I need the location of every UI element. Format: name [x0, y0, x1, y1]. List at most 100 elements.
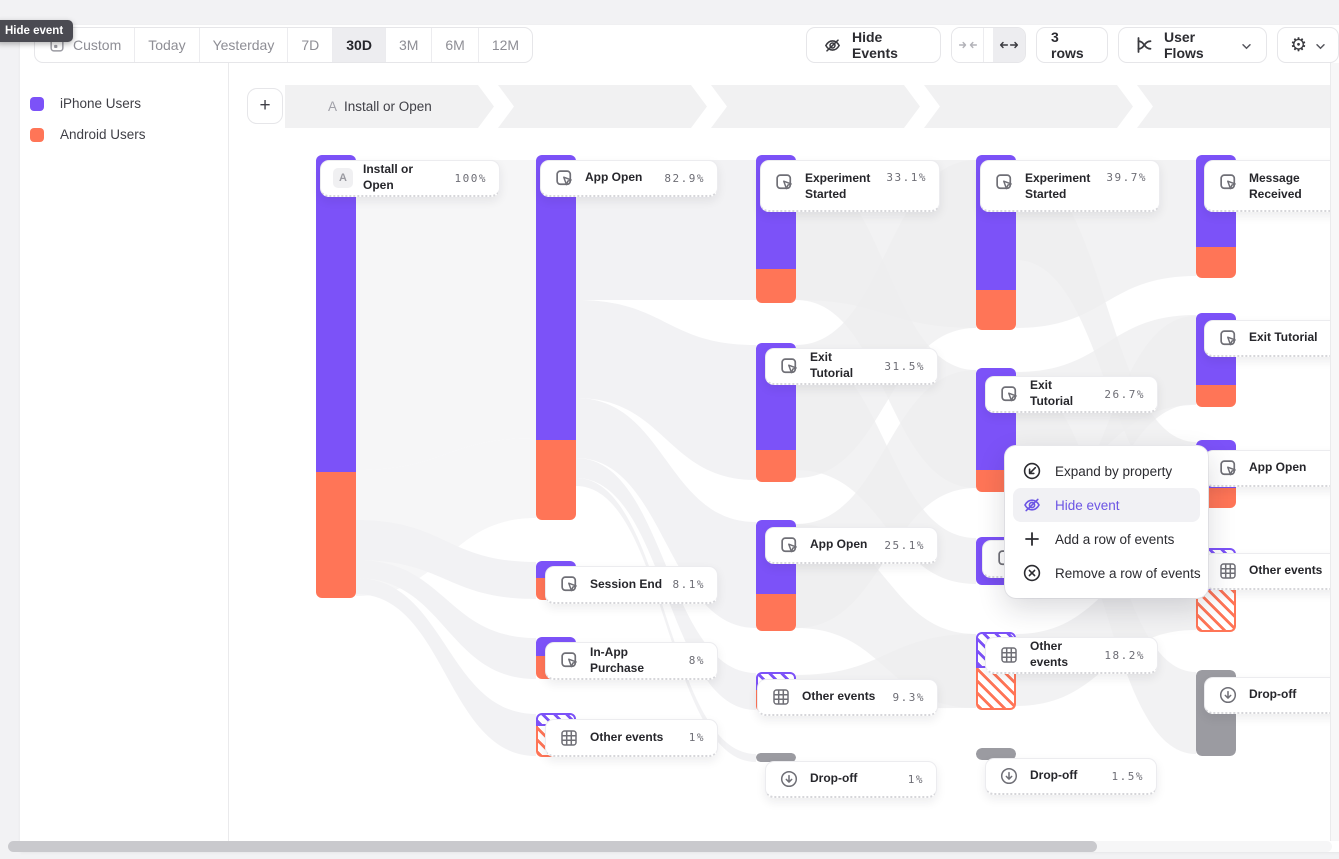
flow-node-card[interactable]: Session End 8.1%	[545, 566, 718, 604]
eye-off-icon	[821, 34, 843, 56]
flow-node-label: Exit Tutorial	[810, 350, 854, 380]
date-range-label: 3M	[398, 37, 419, 53]
flow-node-value: 100%	[454, 171, 487, 185]
date-range-yesterday[interactable]: Yesterday	[200, 28, 289, 62]
flow-node-value: 18.2%	[1104, 648, 1145, 662]
flow-node-card[interactable]: Message Received	[1204, 160, 1330, 212]
flow-node-value: 9.3%	[892, 690, 925, 704]
flow-link	[356, 560, 536, 679]
date-range-30d[interactable]: 30D	[333, 28, 386, 62]
date-range-label: 12M	[491, 37, 520, 53]
flow-bar-segment	[756, 450, 796, 482]
breadcrumb-step-4-empty[interactable]	[924, 85, 1133, 128]
expand-columns-button[interactable]	[993, 28, 1026, 62]
flow-node-card[interactable]: Other events 18.2%	[985, 637, 1158, 674]
chart-type-dropdown[interactable]: User Flows	[1118, 27, 1267, 63]
flow-node-value: 31.5%	[884, 359, 925, 373]
flow-bar-segment	[316, 155, 356, 472]
flow-node-bar[interactable]	[756, 753, 796, 762]
hide-events-label: Hide Events	[852, 29, 898, 61]
hide-events-button[interactable]: Hide Events	[806, 27, 942, 63]
flow-node-label: Experiment Started	[805, 171, 871, 201]
flow-node-card[interactable]: Other events	[1204, 553, 1330, 590]
flow-node-label: App Open	[1249, 460, 1307, 475]
date-range-7d[interactable]: 7D	[288, 28, 334, 62]
breadcrumb-step-3-empty[interactable]	[711, 85, 920, 128]
flow-node-label: Other events	[590, 729, 664, 744]
flow-link	[576, 478, 756, 762]
flow-node-label: App Open	[585, 170, 643, 185]
flow-node-bar[interactable]	[316, 155, 356, 598]
flow-node-bar[interactable]	[536, 155, 576, 520]
legend-swatch	[30, 96, 44, 111]
flow-node-card[interactable]: App Open 82.9%	[540, 160, 718, 197]
legend-label: iPhone Users	[60, 96, 142, 111]
settings-dropdown[interactable]: ⚙	[1276, 27, 1339, 63]
flow-bar-segment	[756, 753, 796, 762]
breadcrumb: A Install or Open	[285, 85, 1330, 128]
menu-item-label: Remove a row of events	[1055, 565, 1201, 581]
collapse-columns-button[interactable]	[952, 28, 985, 62]
menu-item-expand-by-property[interactable]: Expand by property	[1013, 454, 1200, 488]
flow-node-card[interactable]: App Open 25.1%	[765, 527, 938, 564]
flow-node-card[interactable]: Experiment Started 39.7%	[980, 160, 1160, 212]
breadcrumb-label: Install or Open	[344, 99, 432, 114]
flow-node-value: 33.1%	[886, 171, 927, 184]
flow-node-card[interactable]: Experiment Started 33.1%	[760, 160, 940, 212]
flow-node-card[interactable]: Exit Tutorial	[1204, 320, 1330, 357]
flow-node-card[interactable]: A Install or Open 100%	[320, 160, 500, 197]
context-menu: Expand by property Hide event Add a row of…	[1005, 446, 1208, 598]
flow-node-label: Experiment Started	[1025, 171, 1091, 201]
date-range-selector: Custom Today Yesterday 7D 30D 3M 6M 12M	[34, 27, 534, 63]
menu-item-remove-a-row-of-events[interactable]: Remove a row of events	[1013, 556, 1201, 590]
flow-bar-segment	[536, 155, 576, 440]
flow-node-label: Drop-off	[1030, 768, 1078, 783]
menu-item-label: Add a row of events	[1055, 531, 1175, 547]
menu-item-add-a-row-of-events[interactable]: Add a row of events	[1013, 522, 1200, 556]
menu-item-hide-event[interactable]: Hide event	[1013, 488, 1200, 522]
toolbar-right: Hide Events 3 rows User Fl	[806, 27, 1339, 63]
flow-node-card[interactable]: Other events 1%	[545, 719, 718, 757]
legend-swatch	[30, 127, 44, 142]
breadcrumb-step-1[interactable]: A Install or Open	[285, 85, 494, 128]
horizontal-scrollbar[interactable]	[8, 841, 1332, 852]
flow-chart-area: + A Install or Open A Install or Open 100%…	[229, 63, 1330, 841]
flow-node-label: Other events	[802, 689, 876, 704]
arrows-inward-icon	[958, 41, 977, 49]
flow-node-card[interactable]: In-App Purchase 8%	[545, 642, 718, 680]
legend-item[interactable]: iPhone Users	[20, 88, 226, 119]
eye-off-icon	[1022, 495, 1042, 515]
breadcrumb-step-2-empty[interactable]	[498, 85, 707, 128]
flow-node-bar[interactable]	[976, 748, 1016, 760]
flow-node-card[interactable]: Drop-off 1.5%	[985, 758, 1157, 795]
dropoff-icon	[1217, 684, 1239, 706]
flow-node-card[interactable]: Exit Tutorial 26.7%	[985, 376, 1158, 413]
rows-button[interactable]: 3 rows	[1036, 27, 1108, 63]
flow-bar-segment	[316, 472, 356, 598]
dropoff-icon	[998, 765, 1020, 787]
flow-link	[356, 160, 536, 470]
add-step-button[interactable]: +	[247, 88, 283, 124]
flow-node-card[interactable]: Other events 9.3%	[757, 679, 938, 716]
legend-item[interactable]: Android Users	[20, 119, 226, 150]
breadcrumb-step-5-empty[interactable]	[1137, 85, 1330, 128]
flow-node-card[interactable]: Exit Tutorial 31.5%	[765, 348, 938, 385]
flow-node-card[interactable]: Drop-off 1%	[765, 761, 937, 798]
date-range-today[interactable]: Today	[135, 28, 200, 62]
flow-bar-segment	[1196, 385, 1236, 407]
flow-node-card[interactable]: Drop-off	[1204, 677, 1330, 714]
grid-icon	[998, 644, 1020, 666]
chevron-down-icon	[1241, 37, 1252, 53]
date-range-6m[interactable]: 6M	[432, 28, 479, 62]
date-range-12m[interactable]: 12M	[479, 28, 532, 62]
panel-divider	[228, 63, 229, 841]
scrollbar-thumb[interactable]	[8, 841, 1097, 852]
event-icon	[1217, 327, 1239, 349]
flow-bar-segment	[976, 668, 1016, 710]
flow-node-value: 1.5%	[1111, 769, 1144, 783]
flow-node-label: Drop-off	[810, 771, 858, 786]
date-range-label: 6M	[445, 37, 465, 53]
date-range-3m[interactable]: 3M	[386, 28, 433, 62]
width-toggle	[951, 27, 1027, 63]
flow-node-card[interactable]: App Open	[1204, 450, 1330, 487]
